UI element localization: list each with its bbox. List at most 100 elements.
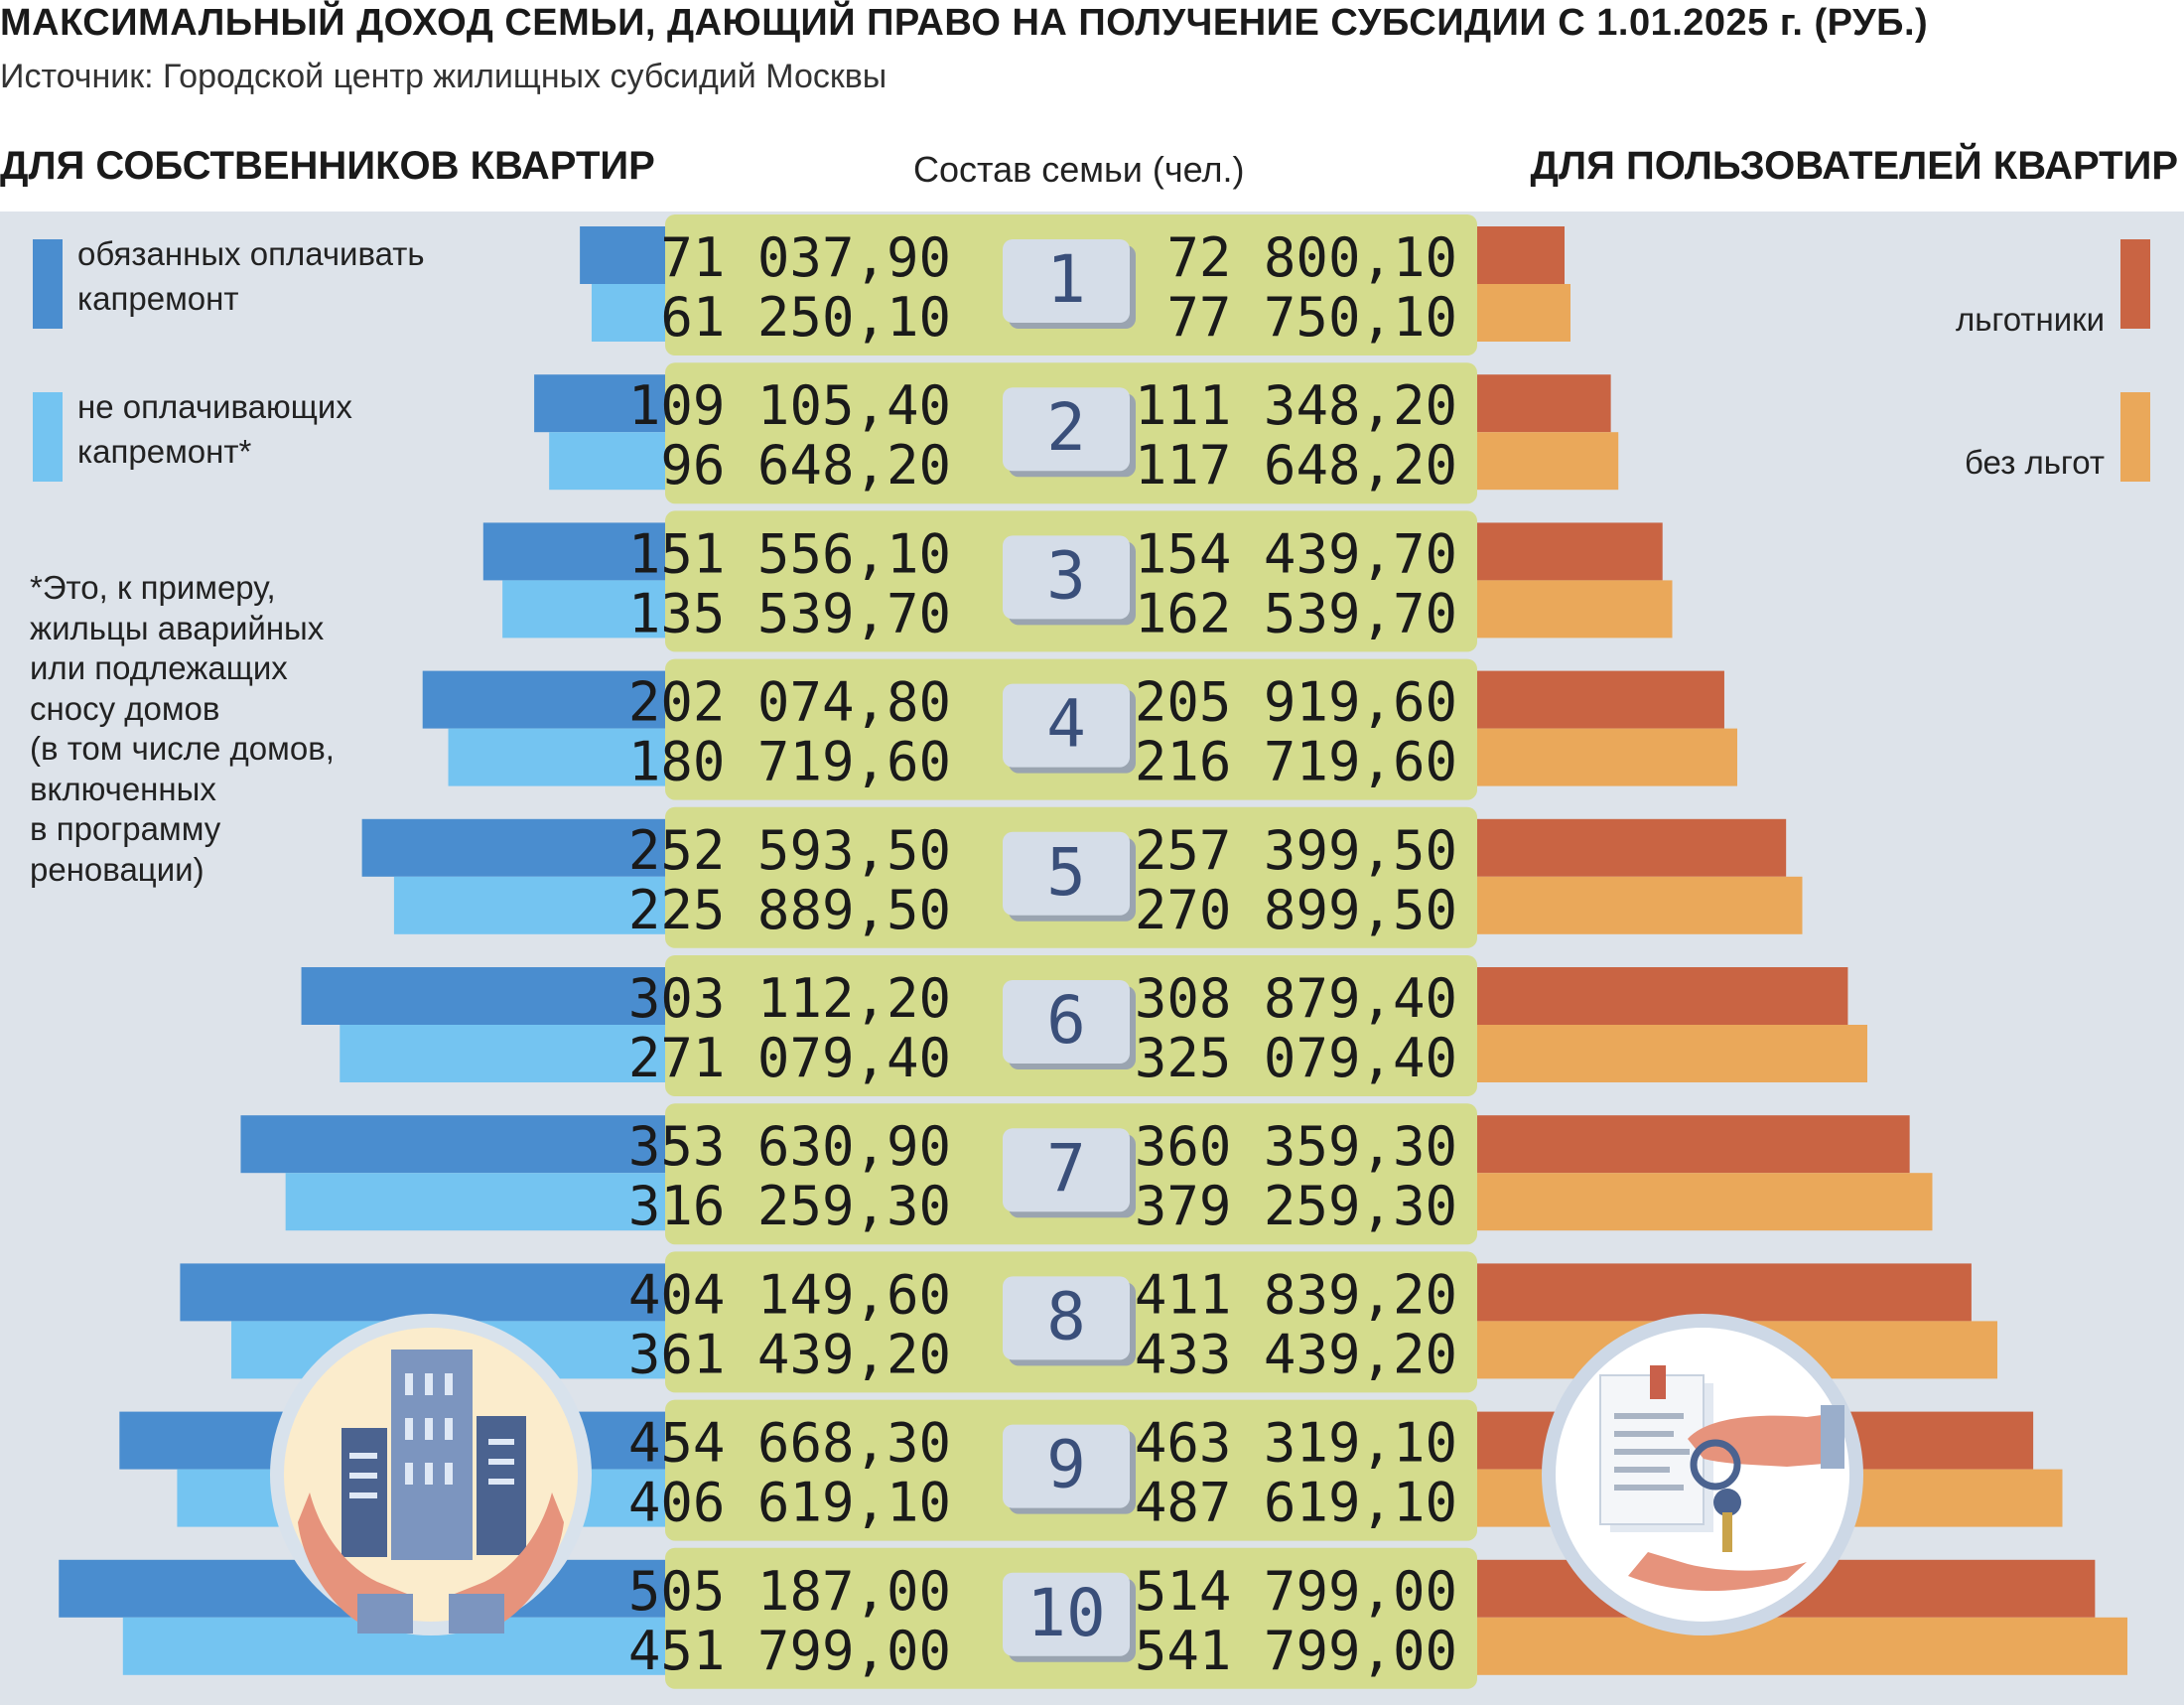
family-size-number: 3 (1046, 537, 1086, 614)
bar-users-no-benefit (1477, 1025, 1867, 1082)
keys-and-document-handover-icon (1542, 1314, 1863, 1635)
bar-users-no-benefit (1477, 1173, 1933, 1231)
family-size-badge (1003, 535, 1130, 620)
value-users-no-benefit: 379 259,30 (1135, 1175, 1457, 1237)
footnote: *Это, к примеру, жильцы аварийных или по… (30, 569, 335, 888)
legend-label-owners-no-pay: не оплачивающих капремонт* (77, 388, 352, 470)
family-size-number: 7 (1046, 1130, 1086, 1207)
value-users-benefit: 154 439,70 (1135, 522, 1457, 585)
legend-swatch-owners-no-pay (33, 392, 63, 482)
legend-swatch-users-no-benefit (2120, 392, 2150, 482)
value-owners-pay: 303 112,20 (628, 967, 951, 1030)
bar-owners-no-pay (448, 728, 665, 786)
bar-users-no-benefit (1477, 432, 1619, 491)
value-owners-pay: 71 037,90 (660, 226, 951, 289)
bar-users-benefit (1477, 818, 1787, 877)
value-users-no-benefit: 325 079,40 (1135, 1027, 1457, 1089)
bar-owners-pay (482, 522, 665, 581)
value-owners-pay: 454 668,30 (628, 1412, 951, 1475)
value-owners-no-pay: 225 889,50 (628, 879, 951, 941)
bar-owners-pay (301, 967, 665, 1025)
family-size-badge (1003, 1276, 1130, 1360)
value-owners-no-pay: 180 719,60 (628, 731, 951, 793)
value-users-benefit: 463 319,10 (1135, 1412, 1457, 1475)
family-size-number: 9 (1046, 1427, 1086, 1503)
bar-users-benefit (1477, 1263, 1972, 1322)
family-size-badge (1003, 387, 1130, 472)
family-size-number: 4 (1046, 686, 1086, 763)
bar-owners-pay (422, 670, 665, 729)
value-users-benefit: 257 399,50 (1135, 819, 1457, 882)
bar-owners-pay (180, 1263, 665, 1322)
bar-owners-no-pay (393, 876, 665, 934)
value-users-benefit: 72 800,10 (1166, 226, 1457, 289)
value-owners-no-pay: 61 250,10 (660, 286, 951, 349)
value-users-no-benefit: 77 750,10 (1166, 286, 1457, 349)
value-owners-pay: 353 630,90 (628, 1115, 951, 1178)
value-users-benefit: 411 839,20 (1135, 1263, 1457, 1326)
value-users-no-benefit: 541 799,00 (1135, 1620, 1457, 1682)
bar-users-benefit (1477, 967, 1848, 1025)
chart-panel: 1 71 037,90 61 250,10 72 800,10 77 750,10 2 10… (0, 212, 2184, 1705)
bar-users-no-benefit (1477, 1617, 2127, 1675)
bar-users-no-benefit (1477, 728, 1737, 786)
bar-users-benefit (1477, 226, 1566, 284)
family-size-badge (1003, 683, 1130, 768)
family-size-number: 2 (1046, 389, 1086, 466)
bar-users-no-benefit (1477, 876, 1803, 934)
value-users-no-benefit: 270 899,50 (1135, 879, 1457, 941)
value-owners-pay: 252 593,50 (628, 819, 951, 882)
bar-users-no-benefit (1477, 284, 1570, 342)
bar-owners-no-pay (340, 1025, 665, 1082)
buildings-in-hands-icon (270, 1314, 592, 1635)
users-header: ДЛЯ ПОЛЬЗОВАТЕЛЕЙ КВАРТИР (1530, 144, 2178, 188)
family-size-number: 6 (1046, 982, 1086, 1059)
value-users-benefit: 205 919,60 (1135, 671, 1457, 734)
bar-owners-pay (361, 818, 665, 877)
bar-owners-pay (534, 374, 665, 433)
legend-label-users-no-benefit: без льгот (1965, 444, 2105, 481)
value-owners-pay: 202 074,80 (628, 671, 951, 734)
family-size-badge (1003, 831, 1130, 916)
value-owners-no-pay: 271 079,40 (628, 1027, 951, 1089)
chart-title: МАКСИМАЛЬНЫЙ ДОХОД СЕМЬИ, ДАЮЩИЙ ПРАВО Н… (0, 2, 1929, 44)
legend-swatch-users-benefit (2120, 239, 2150, 329)
value-users-benefit: 111 348,20 (1135, 374, 1457, 437)
value-users-no-benefit: 216 719,60 (1135, 731, 1457, 793)
bar-users-no-benefit (1477, 580, 1673, 639)
family-size-header: Состав семьи (чел.) (913, 149, 1245, 190)
bar-users-benefit (1477, 522, 1663, 581)
value-owners-pay: 151 556,10 (628, 522, 951, 585)
value-users-no-benefit: 433 439,20 (1135, 1323, 1457, 1385)
value-owners-pay: 505 187,00 (628, 1560, 951, 1623)
bar-users-benefit (1477, 670, 1724, 729)
bar-owners-no-pay (549, 432, 665, 491)
value-owners-no-pay: 96 648,20 (660, 434, 951, 497)
bar-owners-pay (580, 226, 665, 284)
value-owners-no-pay: 451 799,00 (628, 1620, 951, 1682)
bar-owners-no-pay (285, 1173, 665, 1231)
value-users-no-benefit: 162 539,70 (1135, 582, 1457, 644)
family-size-badge (1003, 1572, 1130, 1656)
value-users-no-benefit: 487 619,10 (1135, 1472, 1457, 1534)
family-size-number: 1 (1046, 241, 1086, 318)
value-owners-no-pay: 361 439,20 (628, 1323, 951, 1385)
family-size-badge (1003, 239, 1130, 323)
value-owners-pay: 109 105,40 (628, 374, 951, 437)
legend-label-owners-pay: обязанных оплачивать капремонт (77, 235, 425, 317)
value-owners-no-pay: 406 619,10 (628, 1472, 951, 1534)
legend-label-users-benefit: льготники (1955, 301, 2105, 338)
bar-owners-no-pay (502, 580, 665, 639)
value-users-no-benefit: 117 648,20 (1135, 434, 1457, 497)
family-size-number: 8 (1046, 1278, 1086, 1354)
bar-users-benefit (1477, 374, 1611, 433)
bar-owners-no-pay (591, 284, 665, 342)
legend-swatch-owners-pay (33, 239, 63, 329)
family-size-number: 5 (1046, 834, 1086, 911)
family-size-number: 10 (1026, 1575, 1105, 1651)
bar-users-benefit (1477, 1115, 1910, 1174)
family-size-badge (1003, 1424, 1130, 1508)
bar-owners-pay (240, 1115, 665, 1174)
